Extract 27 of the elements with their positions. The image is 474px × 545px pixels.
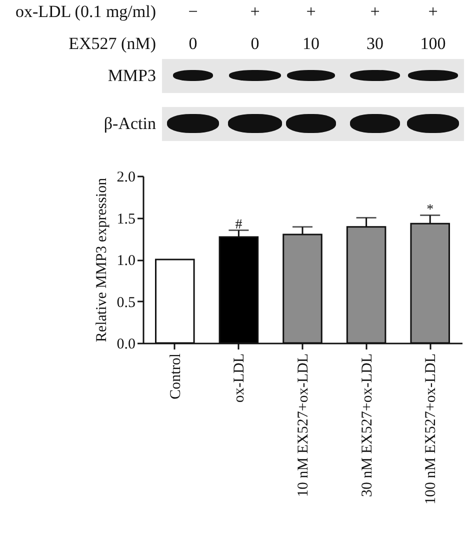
y-tick-label: 2.0	[116, 170, 136, 186]
annotation: #	[235, 217, 242, 232]
text: MMP3	[108, 66, 156, 86]
text: +	[250, 2, 260, 22]
text: β-Actin	[104, 114, 156, 134]
text: ox-LDL (0.1 mg/ml)	[15, 2, 156, 22]
text: EX527 (nM)	[68, 34, 156, 54]
x-tick-label: ox-LDL	[232, 354, 248, 403]
y-tick-label: 1.5	[116, 211, 136, 228]
y-tick-label: 1.0	[116, 253, 136, 269]
y-axis-title: Relative MMP3 expression	[94, 177, 110, 342]
text: −	[188, 2, 198, 22]
x-tick-label: 100 nM EX527+ox-LDL	[423, 354, 440, 504]
text: 0	[250, 34, 260, 54]
text: 30	[366, 34, 384, 54]
text: +	[306, 2, 316, 22]
text: 10	[302, 34, 320, 54]
x-tick-label: Control	[168, 354, 184, 400]
x-tick-label: 10 nM EX527+ox-LDL	[296, 354, 312, 497]
text: +	[370, 2, 380, 22]
text: 0	[188, 34, 198, 54]
annotation: *	[426, 202, 434, 218]
y-tick-label: 0.5	[116, 294, 136, 311]
y-tick-label: 0.0	[116, 336, 136, 352]
x-tick-label: 30 nM EX527+ox-LDL	[359, 354, 376, 497]
text: +	[428, 2, 438, 22]
text: 100	[420, 34, 446, 54]
